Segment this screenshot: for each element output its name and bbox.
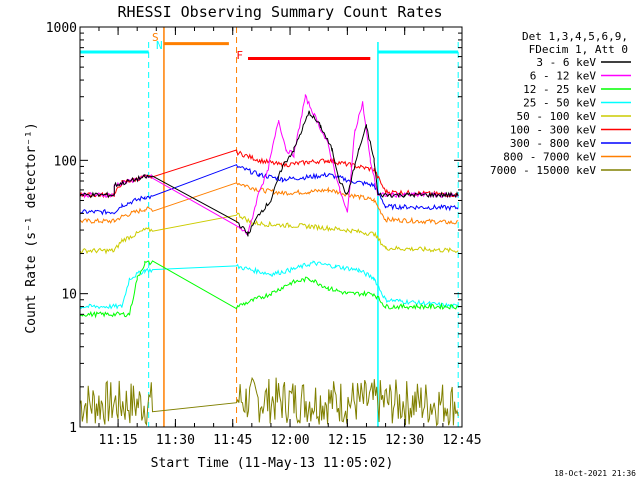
series-line xyxy=(79,164,459,216)
x-tick-label: 12:15 xyxy=(328,433,367,448)
footer-timestamp: 18-Oct-2021 21:36 xyxy=(554,469,636,478)
series-line xyxy=(79,212,459,255)
y-axis: 1 10 100 1000 xyxy=(46,21,462,436)
series-line xyxy=(79,376,459,427)
series-line xyxy=(79,94,459,235)
legend-label: 3 - 6 keV xyxy=(536,56,596,69)
legend-label: 50 - 100 keV xyxy=(517,110,597,123)
chart-title: RHESSI Observing Summary Count Rates xyxy=(117,3,442,21)
legend-header: FDecim 1, Att 0 xyxy=(529,43,628,56)
x-tick-label: 11:30 xyxy=(156,433,195,448)
annotation-f: F xyxy=(236,49,243,62)
series-line xyxy=(79,149,459,199)
y-tick-label: 10 xyxy=(61,288,77,303)
legend: Det 1,3,4,5,6,9,FDecim 1, Att 03 - 6 keV… xyxy=(490,30,631,177)
series-line xyxy=(79,260,459,310)
x-tick-label: 12:00 xyxy=(270,433,309,448)
status-bars: SN F xyxy=(79,27,459,427)
plot-background xyxy=(80,27,462,427)
x-tick-label: 12:30 xyxy=(385,433,424,448)
legend-label: 12 - 25 keV xyxy=(523,83,596,96)
series-line xyxy=(79,110,459,237)
series-line xyxy=(79,182,459,225)
annotation-s: S xyxy=(152,31,159,44)
y-tick-label: 1 xyxy=(69,421,77,436)
series-line xyxy=(79,260,459,319)
y-axis-label: Count Rate (s⁻¹ detector⁻¹) xyxy=(24,122,39,333)
x-axis-label: Start Time (11-May-13 11:05:02) xyxy=(151,456,394,471)
legend-label: 25 - 50 keV xyxy=(523,97,596,110)
y-tick-label: 1000 xyxy=(46,21,77,36)
legend-header: Det 1,3,4,5,6,9, xyxy=(522,30,628,43)
x-tick-label: 12:45 xyxy=(442,433,481,448)
annotation-n: N xyxy=(156,39,163,52)
x-tick-label: 11:15 xyxy=(99,433,138,448)
legend-label: 6 - 12 keV xyxy=(530,70,597,83)
y-tick-label: 100 xyxy=(54,154,77,169)
x-tick-label: 11:45 xyxy=(213,433,252,448)
x-axis: 11:15 11:30 11:45 12:00 12:15 12:30 12:45 xyxy=(98,27,482,448)
legend-label: 100 - 300 keV xyxy=(510,124,596,137)
legend-label: 300 - 800 keV xyxy=(510,137,596,150)
plot-area xyxy=(80,27,462,427)
series-group xyxy=(79,94,459,427)
legend-label: 800 - 7000 keV xyxy=(503,151,596,164)
legend-label: 7000 - 15000 keV xyxy=(490,164,596,177)
